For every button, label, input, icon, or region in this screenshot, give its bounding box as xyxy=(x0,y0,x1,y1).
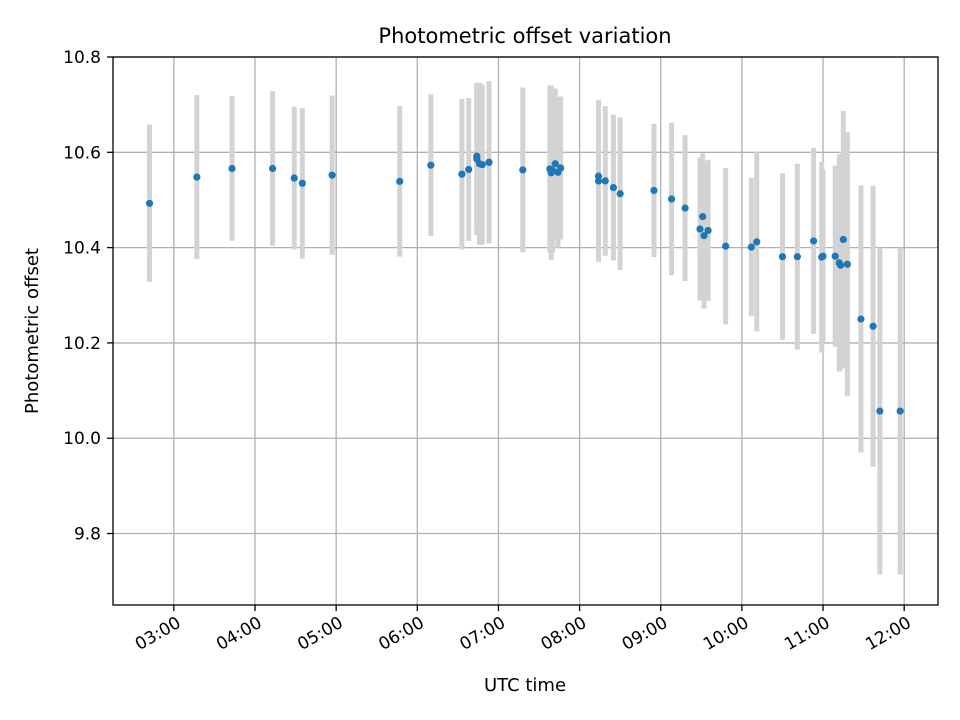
data-point xyxy=(896,407,904,415)
data-point xyxy=(557,164,565,172)
data-point xyxy=(700,232,708,240)
data-point xyxy=(857,315,865,323)
data-point xyxy=(837,261,845,269)
y-tick-label: 10.0 xyxy=(63,429,101,449)
data-point xyxy=(704,226,712,235)
data-point xyxy=(290,174,298,182)
data-point xyxy=(609,183,618,192)
data-point xyxy=(839,235,847,244)
y-tick-label: 10.6 xyxy=(63,143,101,163)
data-point xyxy=(458,170,466,178)
x-axis-label: UTC time xyxy=(484,675,566,696)
data-point xyxy=(753,238,761,246)
data-point xyxy=(193,173,201,181)
data-point xyxy=(594,172,603,180)
data-point xyxy=(699,213,707,221)
y-tick-label: 9.8 xyxy=(74,525,101,545)
data-point xyxy=(396,177,404,185)
y-tick-label: 10.2 xyxy=(63,334,101,354)
data-point xyxy=(519,166,527,174)
y-tick-label: 10.8 xyxy=(63,48,101,68)
data-point xyxy=(876,407,884,415)
y-axis-ticks: 9.8 10.0 10.2 10.4 10.6 10.8 xyxy=(63,48,113,545)
data-point xyxy=(793,253,801,261)
data-point xyxy=(465,165,473,174)
data-point xyxy=(548,166,557,175)
data-point xyxy=(298,179,306,187)
data-point xyxy=(778,253,787,261)
data-point xyxy=(722,242,730,250)
data-point xyxy=(478,161,486,169)
data-point xyxy=(809,237,818,245)
data-point xyxy=(473,152,481,160)
chart-title: Photometric offset variation xyxy=(378,24,671,48)
data-point xyxy=(601,177,609,185)
plot-frame xyxy=(112,56,939,606)
data-point xyxy=(696,225,704,233)
data-point xyxy=(747,243,755,251)
data-point xyxy=(485,158,493,166)
y-tick-label: 10.4 xyxy=(63,239,101,259)
data-point xyxy=(268,164,277,173)
data-point xyxy=(551,160,559,168)
data-point xyxy=(831,252,839,260)
data-point xyxy=(819,252,827,260)
data-point xyxy=(427,161,435,169)
data-point xyxy=(145,199,154,207)
data-point xyxy=(869,322,877,330)
data-point xyxy=(681,204,689,212)
data-point xyxy=(650,186,658,195)
data-point xyxy=(616,190,624,198)
data-points xyxy=(145,152,904,415)
data-point xyxy=(843,260,851,268)
y-axis-label: Photometric offset xyxy=(22,248,43,414)
data-point xyxy=(328,171,336,179)
data-point xyxy=(228,164,236,173)
data-point xyxy=(667,195,676,203)
